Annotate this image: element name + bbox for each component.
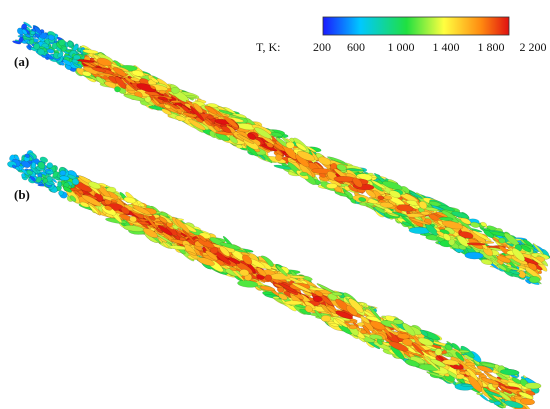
colorbar-tick-label: 1 400 <box>433 40 460 54</box>
panel-label-b: (b) <box>14 187 30 202</box>
colorbar-tick-label: 600 <box>347 40 365 54</box>
colorbar-tick-label: 2 200 <box>520 40 547 54</box>
colorbar-tick-label: 1 800 <box>478 40 505 54</box>
colorbar: T, K: 200 600 1 000 1 400 1 800 2 200 <box>256 16 547 54</box>
panel-label-a: (a) <box>14 54 29 69</box>
colorbar-title: T, K: <box>256 40 280 54</box>
jet-plume-a <box>12 21 550 285</box>
colorbar-tick-label: 200 <box>313 40 331 54</box>
jet-plume-b <box>7 150 542 409</box>
colorbar-gradient <box>322 16 510 36</box>
colorbar-tick-label: 1 000 <box>388 40 415 54</box>
colorbar-ticks: 200 600 1 000 1 400 1 800 2 200 <box>313 40 547 54</box>
